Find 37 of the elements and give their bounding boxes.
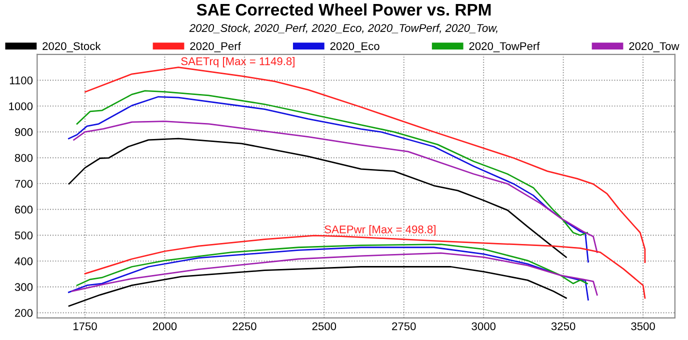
line-series — [68, 138, 567, 258]
line-series — [84, 66, 646, 264]
x-tick-label: 2000 — [152, 322, 177, 330]
y-tick-label: 1000 — [9, 102, 33, 110]
y-tick-label: 700 — [15, 180, 33, 188]
line-series — [73, 120, 598, 253]
y-tick-label: 400 — [14, 257, 33, 266]
x-tick-label: 3500 — [631, 322, 655, 330]
y-tick-label: 300 — [14, 283, 33, 292]
x-tick-label: 3250 — [551, 322, 576, 330]
x-tick-label: 3000 — [472, 322, 496, 330]
line-series — [68, 246, 589, 301]
legend-label: 2020_TowPerf — [469, 42, 540, 52]
line-series — [76, 244, 588, 286]
y-tick-label: 800 — [14, 154, 33, 162]
y-tick-label: 900 — [14, 128, 33, 136]
line-series — [68, 96, 589, 263]
y-tick-label: 600 — [15, 206, 33, 214]
y-tick-label: 500 — [14, 232, 33, 240]
chart-title: SAE Corrected Wheel Power vs. RPM — [196, 3, 491, 16]
chart-subtitle: 2020_Stock, 2020_Perf, 2020_Eco, 2020_TowPerf, 2020_Tow, — [189, 24, 498, 34]
legend-label: 2020_Tow — [629, 42, 680, 52]
line-series — [71, 252, 598, 296]
x-tick-label: 1750 — [73, 322, 97, 330]
line-series — [68, 266, 567, 307]
legend-label: 2020_Stock — [42, 42, 101, 52]
x-tick-label: 2500 — [312, 322, 336, 330]
line-series — [84, 234, 646, 299]
x-tick-label: 2250 — [232, 322, 256, 330]
annotation: SAETrq [Max = 1149.8] — [181, 57, 294, 68]
line-series — [76, 90, 588, 236]
legend-label: 2020_Eco — [330, 42, 380, 52]
x-tick-label: 2750 — [392, 322, 416, 330]
legend-label: 2020_Perf — [190, 42, 241, 52]
y-tick-label: 1100 — [10, 76, 33, 84]
annotation: SAEPwr [Max = 498.8] — [324, 225, 436, 236]
y-tick-label: 200 — [15, 309, 33, 317]
